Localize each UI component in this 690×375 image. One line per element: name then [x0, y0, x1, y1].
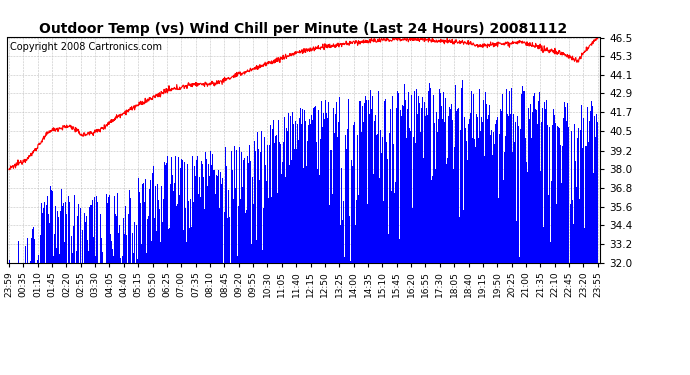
Title: Outdoor Temp (vs) Wind Chill per Minute (Last 24 Hours) 20081112: Outdoor Temp (vs) Wind Chill per Minute …	[39, 22, 568, 36]
Text: Copyright 2008 Cartronics.com: Copyright 2008 Cartronics.com	[10, 42, 162, 52]
